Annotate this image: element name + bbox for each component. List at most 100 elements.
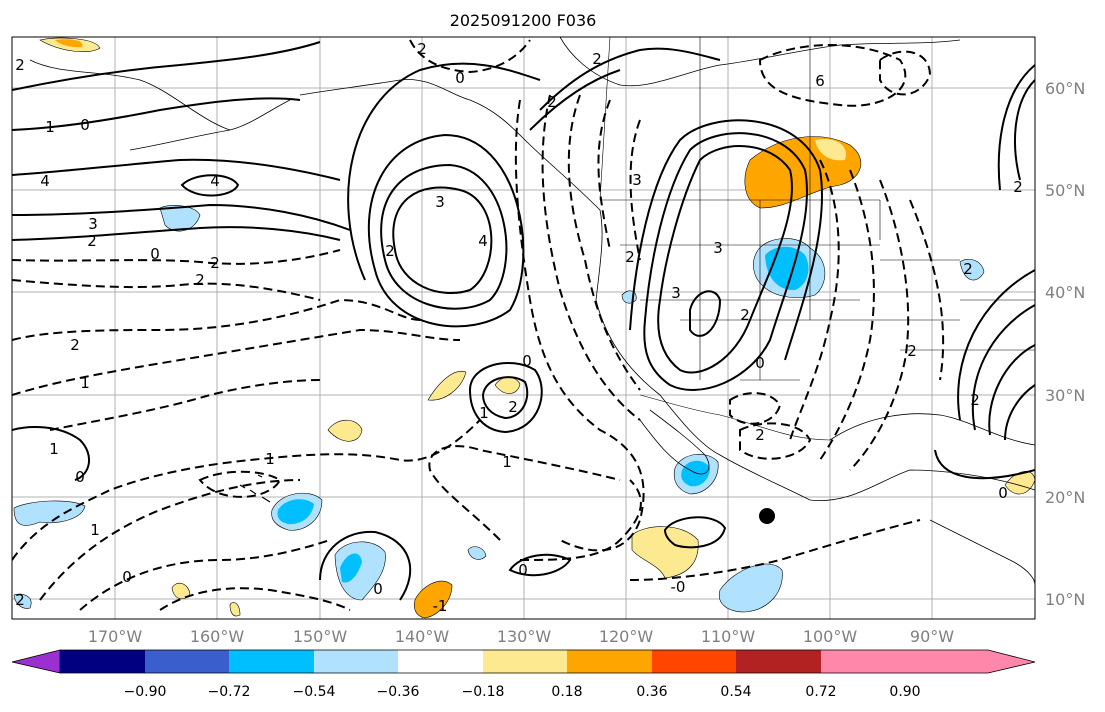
contour-solid-ridge-outer (629, 119, 823, 361)
lon-label: 120°W (599, 627, 654, 646)
negative-field-lakes (959, 259, 985, 281)
contour-label: 0 (122, 568, 132, 586)
colorbar-segment (229, 650, 314, 673)
contour-solid-low-mid (380, 163, 508, 310)
contour-label: 1 (479, 404, 489, 422)
colorbar-outline (60, 649, 1036, 674)
contour-dashed-trough-5 (629, 119, 641, 261)
contour-label: 2 (1013, 178, 1023, 196)
contour-solid-1 (12, 41, 321, 91)
contour-dashed-trough-3 (567, 94, 641, 391)
contour-dashed-7 (39, 479, 301, 601)
colorbar-tick-label: 0.90 (889, 684, 920, 700)
positive-field-30n (494, 377, 521, 394)
contour-label: 2 (87, 232, 97, 250)
contour-dashed-plains-2 (819, 169, 875, 461)
coastline-baja (639, 409, 710, 475)
lon-label: 160°W (190, 627, 245, 646)
negative-field-west (13, 500, 86, 526)
contour-solid-ridge-inner (657, 145, 793, 374)
colorbar-segment (60, 650, 145, 673)
lat-label: 10°N (1045, 590, 1085, 609)
positive-field-mexico-coast (631, 526, 699, 579)
contour-solid-east-4 (1004, 384, 1035, 441)
contour-label: 1 (90, 521, 100, 539)
dashed-contours (12, 39, 945, 611)
contour-dashed-4 (12, 328, 461, 396)
coastline-north (559, 37, 961, 87)
positive-field-25n (327, 419, 363, 442)
colorbar-extend-high (905, 650, 1035, 673)
contour-dashed-ne-low-2 (879, 50, 932, 96)
contour-dashed-3 (12, 298, 421, 341)
contour-label: 2 (963, 260, 973, 278)
lat-label: 20°N (1045, 488, 1085, 507)
contour-solid-east-5 (934, 449, 1035, 480)
contour-solid-low-outer (367, 133, 525, 328)
contour-dashed-5 (49, 379, 321, 431)
mexico-border (639, 394, 831, 441)
lon-label: 150°W (293, 627, 348, 646)
contour-label: 3 (88, 215, 98, 233)
contour-labels: 2 1 0 4 4 3 2 0 2 2 3 4 2 2 0 2 1 0 2 1 (15, 40, 1023, 615)
contour-label: 1 (49, 440, 59, 458)
contour-solid-3 (12, 158, 341, 181)
lat-label: 60°N (1045, 79, 1085, 98)
contour-label: 0 (522, 352, 532, 370)
contour-label: 2 (547, 93, 557, 111)
colorbar-segment (652, 650, 736, 673)
contour-label: 2 (15, 591, 25, 609)
contour-solid-ne-1 (1014, 79, 1035, 181)
latitude-labels: 60°N 50°N 40°N 30°N 20°N 10°N (1045, 79, 1085, 609)
colorbar-segment (483, 650, 567, 673)
contour-solid-4 (12, 203, 351, 231)
contour-label: 3 (435, 193, 445, 211)
contour-dashed-plains-1 (789, 159, 840, 441)
contour-solid-ridge-cell (689, 290, 722, 337)
lat-label: 50°N (1045, 181, 1085, 200)
lon-label: 110°W (701, 627, 756, 646)
contour-dashed-mexico-cell (729, 392, 782, 425)
negative-field-corner (13, 593, 32, 609)
contour-dashed-n (409, 39, 531, 74)
contour-label: 1 (502, 453, 512, 471)
solid-contours (12, 41, 1035, 601)
borders (599, 37, 1035, 441)
coastline-hawaii (239, 474, 271, 503)
contour-dashed-trough-2 (541, 94, 641, 421)
contour-dashed-mexico-cell-2 (739, 422, 812, 460)
contour-label: 1 (80, 374, 90, 392)
negative-field-south-core (340, 553, 362, 583)
gridlines (12, 37, 1035, 619)
colorbar-tick-label: −0.90 (124, 684, 167, 700)
contour-label: 0 (150, 245, 160, 263)
contour-label: -1 (433, 597, 448, 615)
positive-field-sw2 (229, 602, 241, 617)
contour-label: 1 (265, 450, 275, 468)
contour-solid-5 (12, 226, 341, 241)
contour-solid-ridge-mid (643, 132, 808, 391)
contour-label: 2 (625, 248, 635, 266)
contour-solid-ridge-n (539, 47, 721, 111)
lon-label: 170°W (88, 627, 143, 646)
coastline-aleutians (129, 129, 231, 151)
lon-label: 90°W (910, 627, 954, 646)
contour-label: 2 (508, 398, 518, 416)
contour-dashed-2 (12, 279, 321, 301)
longitude-labels: 170°W 160°W 150°W 140°W 130°W 120°W 110°… (88, 627, 954, 646)
contour-dashed-s2 (629, 519, 921, 581)
positive-field-nw-core (55, 39, 83, 48)
contour-solid-sw-2 (319, 530, 412, 601)
contour-label: 6 (815, 72, 825, 90)
contour-label: 0 (455, 69, 465, 87)
contour-label: 2 (755, 426, 765, 444)
colorbar-extend-low (11, 649, 61, 674)
contour-label: 3 (632, 171, 642, 189)
contour-solid-2 (12, 97, 301, 131)
contour-label: 0 (373, 580, 383, 598)
colorbar-tick-label: −0.36 (377, 684, 420, 700)
contour-solid-low-inner (392, 186, 493, 295)
colorbar-tick-label: 0.36 (636, 684, 667, 700)
contour-solid-ne-2 (997, 64, 1035, 191)
